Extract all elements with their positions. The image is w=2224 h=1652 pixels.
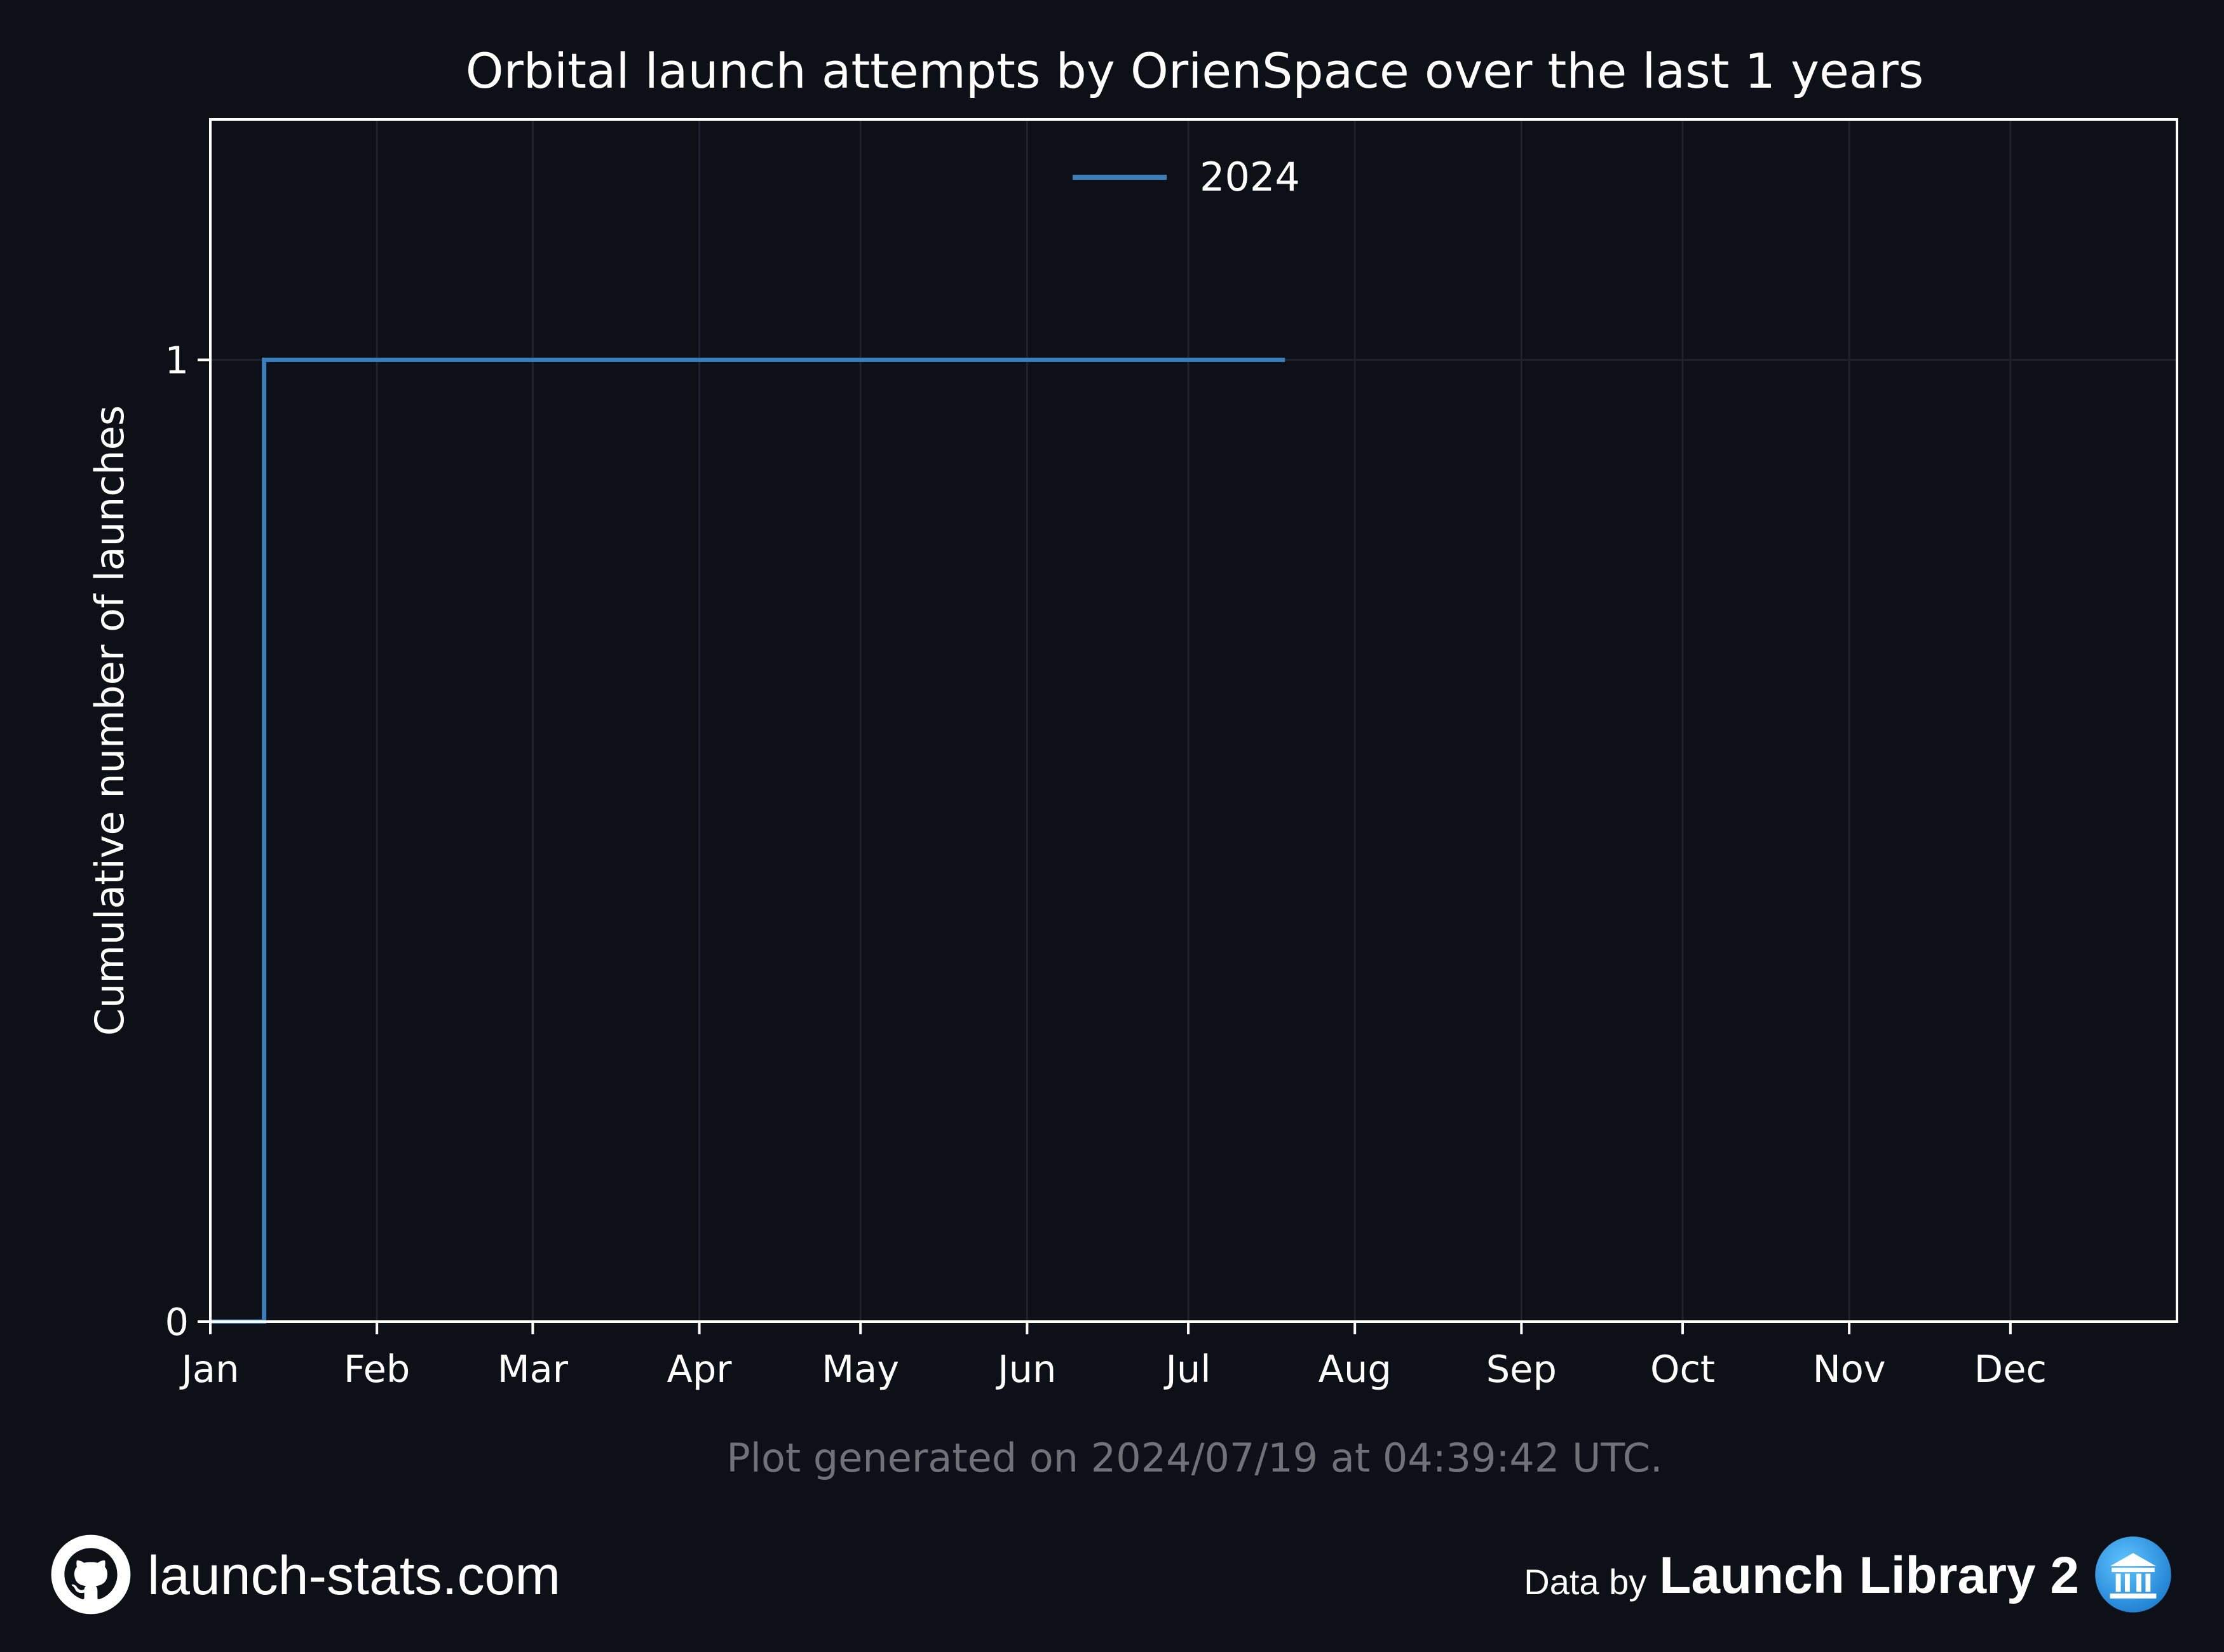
- series-line-2024: [210, 357, 1285, 1324]
- site-link[interactable]: launch-stats.com: [147, 1545, 561, 1606]
- x-tick-label: May: [822, 1347, 899, 1391]
- x-tick-label: Dec: [1974, 1347, 2047, 1391]
- credit-prefix: Data by: [1524, 1561, 1647, 1602]
- grid: [209, 119, 2177, 1322]
- footer-site[interactable]: launch-stats.com: [50, 1534, 560, 1617]
- plot-generated-note: Plot generated on 2024/07/19 at 04:39:42…: [726, 1435, 1662, 1481]
- launch-library-logo-icon: [2092, 1533, 2174, 1618]
- x-tick-label: Mar: [498, 1347, 569, 1391]
- y-axis: 01: [165, 338, 210, 1344]
- x-tick-label: Apr: [667, 1347, 732, 1391]
- y-tick-label: 1: [165, 338, 189, 382]
- x-tick-label: Feb: [344, 1347, 410, 1391]
- y-tick-label: 0: [165, 1300, 189, 1344]
- x-tick-label: Sep: [1486, 1347, 1557, 1391]
- x-tick-label: Nov: [1813, 1347, 1886, 1391]
- footer-credit: Data by Launch Library 2: [1524, 1534, 2174, 1617]
- chart-title: Orbital launch attempts by OrienSpace ov…: [466, 43, 1924, 99]
- y-axis-label: Cumulative number of launches: [86, 405, 133, 1036]
- credit-brand: Launch Library 2: [1659, 1547, 2079, 1604]
- x-tick-label: Aug: [1319, 1347, 1392, 1391]
- x-tick-label: Jan: [179, 1347, 240, 1391]
- series-layer: [210, 357, 1285, 1324]
- legend-label: 2024: [1200, 154, 1300, 200]
- x-tick-label: Jul: [1163, 1347, 1210, 1391]
- plot-frame: [209, 118, 2178, 1323]
- x-tick-label: Jun: [995, 1347, 1056, 1391]
- x-tick-label: Oct: [1650, 1347, 1715, 1391]
- x-axis: Jan Feb Mar Apr May Jun Jul Aug Sep Oct Nov Dec: [179, 1322, 2047, 1391]
- github-icon: [50, 1533, 132, 1618]
- legend: 2024: [1073, 154, 1300, 200]
